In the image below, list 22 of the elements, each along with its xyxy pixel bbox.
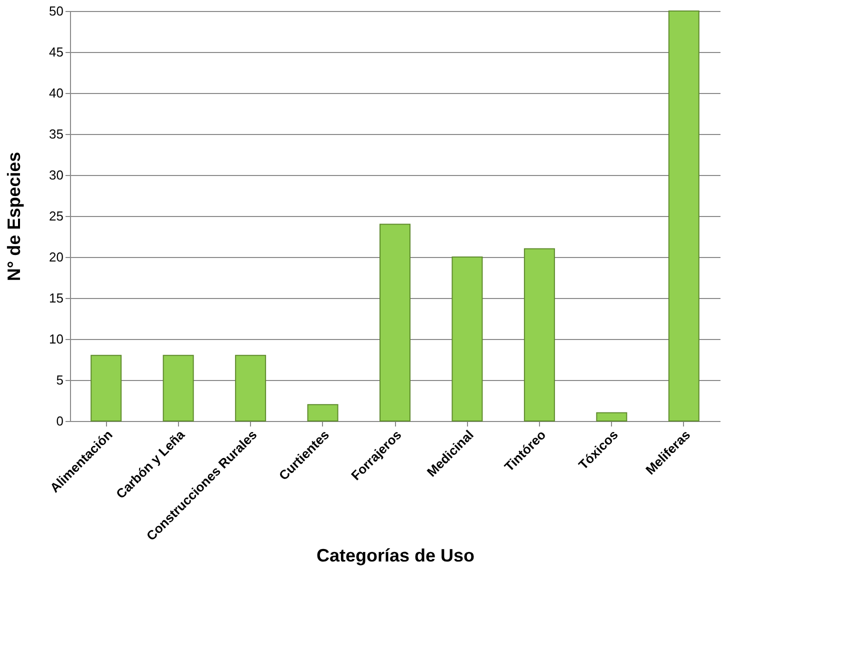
bar [307, 404, 338, 422]
bar [524, 248, 555, 422]
bar [380, 224, 410, 422]
y-tick-label: 35 [49, 126, 64, 142]
bar [235, 354, 266, 422]
y-tick-label: 40 [49, 86, 64, 100]
x-axis-title: Categorías de Uso [316, 545, 475, 566]
bar [162, 354, 194, 422]
y-tick-label: 45 [49, 44, 64, 60]
y-tick-label: 30 [49, 168, 64, 182]
bar [596, 412, 628, 422]
y-tick-label: 5 [56, 372, 64, 388]
y-tick-label: 50 [49, 4, 64, 18]
y-tick-label: 25 [49, 208, 64, 224]
bar [668, 10, 700, 422]
bar [90, 354, 122, 422]
y-tick-label: 20 [49, 250, 64, 264]
y-tick-label: 0 [56, 414, 64, 428]
y-axis-title: N° de Especies [4, 152, 24, 282]
y-tick-label: 10 [49, 332, 64, 346]
y-tick-label: 15 [49, 290, 64, 306]
bar [452, 256, 483, 422]
